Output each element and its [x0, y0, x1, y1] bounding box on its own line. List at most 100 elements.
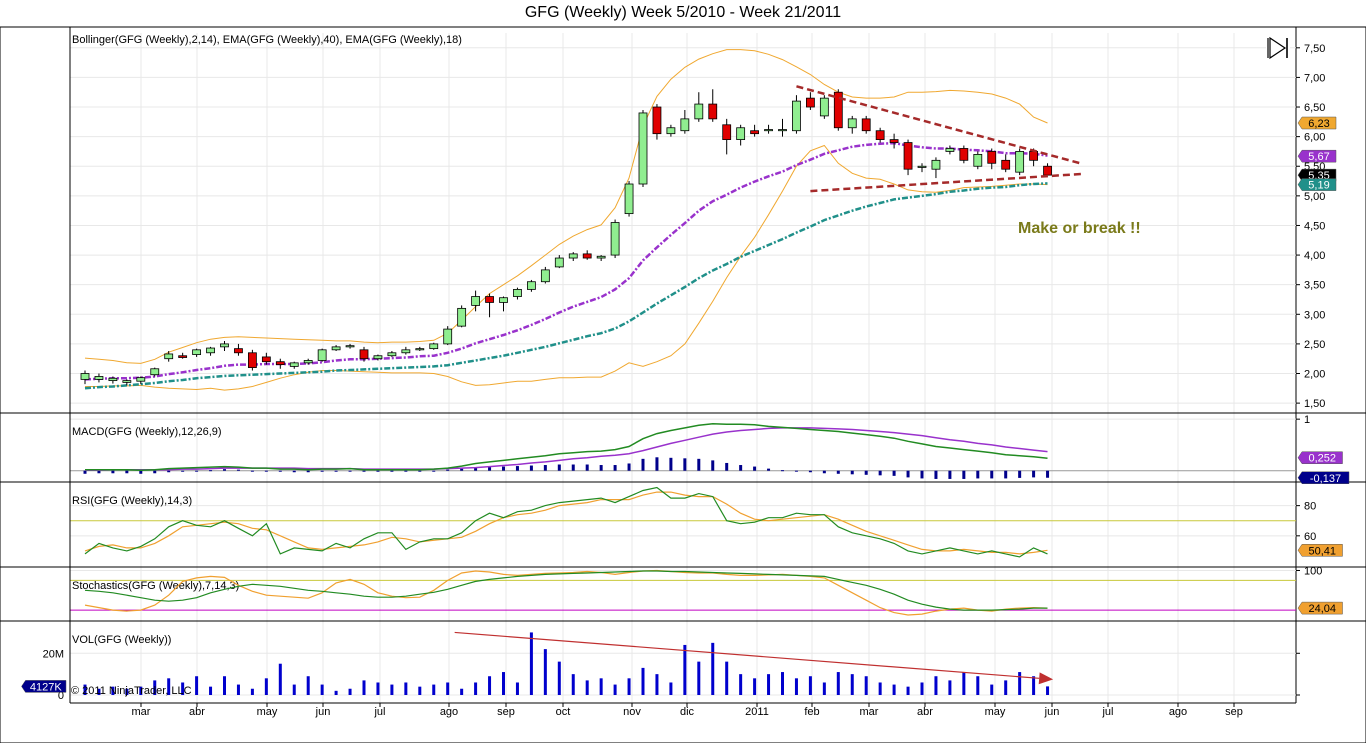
- candle-body: [415, 348, 425, 351]
- x-tick-label-nov: nov: [623, 706, 641, 718]
- macd-histogram-bar: [236, 469, 240, 471]
- macd-histogram-bar: [320, 470, 324, 472]
- candle: [540, 266, 550, 284]
- candle: [261, 352, 271, 365]
- candle-body: [582, 253, 592, 259]
- macd-histogram-bar: [892, 470, 896, 476]
- candle-body: [1029, 151, 1038, 161]
- candle-body: [261, 356, 271, 363]
- x-tick-label-sep: sep: [497, 706, 515, 718]
- volume-bar: [390, 684, 394, 695]
- stochastics-value-badge-text: 24,04: [1308, 603, 1336, 615]
- volume-bar: [725, 661, 729, 695]
- volume-bar: [808, 676, 812, 695]
- volume-bar: [125, 688, 129, 695]
- volume-bar: [1004, 680, 1008, 695]
- macd-histogram-bar: [543, 465, 547, 471]
- x-tick-label-ago: ago: [440, 706, 458, 718]
- macd-histogram-bar: [278, 470, 282, 472]
- candle: [680, 109, 690, 134]
- volume-bar: [250, 688, 254, 695]
- y-tick-label: 1,50: [1304, 398, 1325, 410]
- x-tick-label-abr: abr: [189, 706, 205, 718]
- macd-histogram-bar: [348, 470, 352, 472]
- candle: [582, 250, 592, 260]
- macd-histogram-bar: [390, 470, 394, 472]
- volume-bar: [781, 672, 784, 695]
- candle: [903, 139, 913, 176]
- candle: [959, 145, 969, 164]
- volume-bar: [111, 686, 115, 695]
- x-tick-label-may: may: [985, 706, 1006, 718]
- volume-bar: [432, 684, 436, 695]
- candle: [596, 255, 606, 261]
- macd-signal-badge: 0,252: [1297, 451, 1343, 465]
- volume-bar: [418, 686, 422, 695]
- panel-toggle-icon[interactable]: [1266, 36, 1290, 60]
- macd-histogram-bar: [1004, 470, 1008, 479]
- candle-body: [889, 139, 899, 143]
- candle: [150, 367, 160, 377]
- volume-bar: [404, 682, 408, 695]
- candle-body: [136, 377, 146, 382]
- candle-body: [275, 361, 285, 366]
- macd-histogram-bar: [292, 470, 296, 473]
- volume-bar: [655, 674, 659, 695]
- macd-histogram-bar: [181, 470, 185, 472]
- macd-histogram-bar: [599, 465, 603, 471]
- x-tick-label-jul: jul: [373, 706, 385, 718]
- y-tick-label: 0: [58, 690, 64, 702]
- candle: [94, 373, 104, 383]
- macd-histogram-bar: [585, 464, 589, 471]
- candle: [443, 326, 453, 346]
- volume-bar: [697, 661, 701, 695]
- volume-bar: [878, 682, 882, 695]
- candle-body: [819, 97, 829, 117]
- candle-body: [540, 269, 550, 283]
- candle: [568, 252, 578, 261]
- volume-bar: [1018, 672, 1022, 695]
- candle: [638, 109, 648, 187]
- stochastics-value-badge-shape: [1297, 601, 1343, 615]
- macd-histogram-bar: [195, 470, 199, 472]
- candle: [722, 118, 732, 155]
- candle: [108, 376, 118, 384]
- bollinger-upper-line: [84, 49, 1048, 364]
- candle-body: [624, 183, 634, 215]
- macd-histogram-bar: [767, 468, 771, 471]
- volume-bar: [139, 686, 143, 695]
- macd-histogram-bar: [627, 463, 631, 471]
- candle-body: [317, 349, 327, 361]
- macd-histogram-bar: [529, 465, 533, 471]
- macd-histogram-badge-shape: [1297, 471, 1350, 485]
- candle-body: [917, 165, 927, 168]
- macd-line: [85, 423, 1048, 471]
- x-tick-label-jun: jun: [315, 706, 331, 718]
- candle-body: [764, 129, 773, 132]
- macd-histogram-bar: [655, 457, 659, 471]
- volume-value-badge: 4127K: [21, 680, 67, 693]
- candle: [345, 343, 355, 349]
- candle: [1015, 148, 1025, 176]
- macd-histogram-bar: [83, 470, 87, 474]
- volume-bar: [585, 680, 589, 695]
- ema40-value-badge-shape: [1297, 178, 1337, 191]
- candle: [485, 293, 494, 318]
- candle: [861, 115, 871, 134]
- volume-bar: [571, 674, 575, 695]
- candle: [750, 124, 759, 137]
- y-tick-label: 4,00: [1304, 250, 1325, 262]
- candle-body: [722, 124, 732, 140]
- candle: [359, 346, 369, 362]
- candle-body: [220, 343, 229, 348]
- volume-bar: [990, 684, 994, 695]
- rsi-line: [84, 486, 1048, 558]
- macd-histogram-bar: [781, 470, 784, 472]
- x-tick-label-2011: 2011: [745, 706, 769, 718]
- rsi-average-line: [84, 491, 1048, 555]
- candle-body: [778, 129, 787, 132]
- macd-histogram-bar: [753, 466, 757, 471]
- candle-body: [833, 91, 843, 129]
- volume-bar: [906, 686, 910, 695]
- candle-body: [861, 118, 871, 132]
